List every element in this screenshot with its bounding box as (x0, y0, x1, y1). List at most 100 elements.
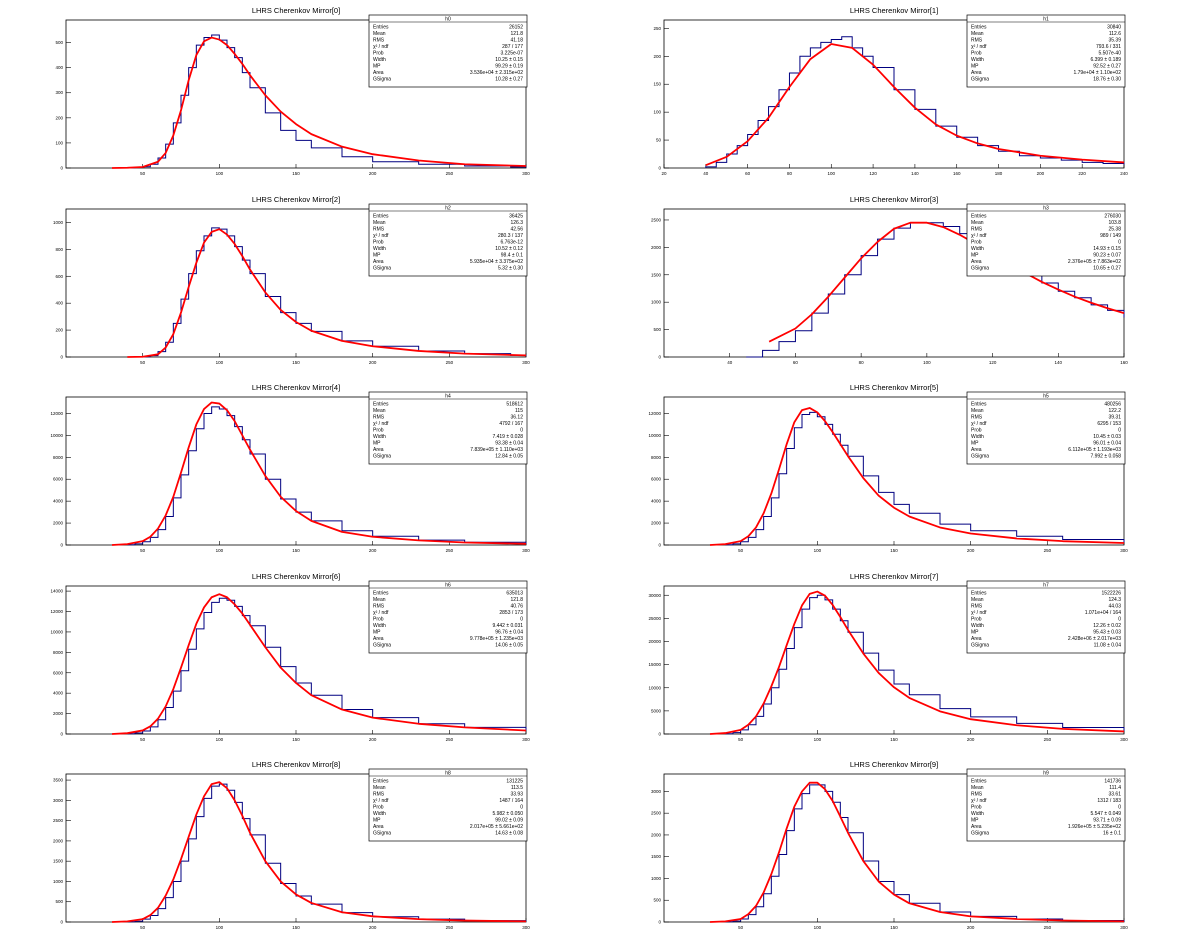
stats-label: Prob (971, 805, 982, 811)
stats-label: Width (373, 811, 386, 817)
stats-value: 793.6 / 331 (1096, 44, 1121, 50)
y-tick-label: 1000 (53, 879, 64, 884)
stats-name: h0 (445, 17, 451, 23)
panel-title: LHRS Cherenkov Mirror[9] (850, 760, 938, 769)
stats-label: Mean (971, 597, 984, 603)
stats-label: MP (373, 253, 381, 259)
panel-7: LHRS Cherenkov Mirror[7] 50 100 150 200 250 30… (648, 572, 1128, 742)
stats-label: MP (971, 441, 979, 447)
stats-value: 93.38 ± 0.04 (495, 441, 523, 447)
stats-name: h9 (1043, 771, 1049, 777)
stats-label: Entries (971, 779, 987, 785)
fit-curve (111, 593, 527, 735)
y-tick-label: 10000 (50, 433, 63, 438)
y-tick-label: 2500 (651, 217, 662, 222)
stats-value: 111.4 (1109, 785, 1121, 791)
stats-value: 131225 (506, 779, 523, 785)
x-tick-label: 120 (869, 171, 877, 176)
x-tick-label: 150 (890, 737, 898, 742)
stats-value: 10.52 ± 0.12 (495, 246, 523, 252)
fit-curve (705, 43, 1125, 167)
stats-label: Prob (373, 51, 384, 57)
stats-value: 276030 (1104, 214, 1121, 220)
stats-label: Mean (373, 785, 386, 791)
stats-label: GSigma (373, 643, 391, 649)
stats-box (966, 391, 1126, 465)
stats-label: Area (373, 824, 384, 830)
y-tick-label: 0 (658, 732, 661, 737)
stats-label: Mean (971, 408, 984, 414)
stats-label: MP (971, 64, 979, 70)
stats-value: 7.419 ± 0.028 (492, 434, 523, 440)
stats-name: h6 (445, 583, 451, 589)
y-tick-label: 0 (60, 166, 63, 171)
x-tick-label: 20 (661, 171, 667, 176)
stats-label: Width (971, 246, 984, 252)
fit-curve (111, 36, 527, 169)
stats-value: 2853 / 173 (499, 610, 523, 616)
y-tick-label: 8000 (53, 455, 64, 460)
x-tick-label: 150 (890, 548, 898, 553)
stats-label: RMS (971, 604, 983, 610)
x-tick-label: 50 (140, 737, 146, 742)
panel-title: LHRS Cherenkov Mirror[1] (850, 6, 938, 15)
y-tick-label: 2000 (53, 838, 64, 843)
stats-label: RMS (971, 227, 983, 233)
x-tick-label: 240 (1120, 171, 1128, 176)
y-tick-label: 200 (55, 115, 63, 120)
histogram-series (126, 406, 527, 546)
y-tick-label: 2500 (53, 818, 64, 823)
y-tick-label: 12000 (50, 411, 63, 416)
x-tick-label: 300 (1120, 925, 1128, 930)
panel-title: LHRS Cherenkov Mirror[3] (850, 195, 938, 204)
stats-value: 5.935e+04 ± 3.375e+02 (470, 259, 523, 265)
panel-8: LHRS Cherenkov Mirror[8] 50 100 150 200 250 30… (53, 760, 530, 930)
y-tick-label: 2000 (53, 711, 64, 716)
histogram-series (724, 784, 1125, 923)
stats-value: 25.38 (1108, 227, 1121, 233)
x-tick-label: 100 (216, 737, 224, 742)
stats-value: 96.01 ± 0.04 (1093, 441, 1121, 447)
stats-value: 280.3 / 137 (498, 233, 523, 239)
fit-curve (111, 401, 527, 546)
stats-value: 2.376e+05 ± 7.863e+02 (1068, 259, 1121, 265)
stats-box (966, 14, 1126, 88)
x-tick-label: 100 (828, 171, 836, 176)
stats-value: 30840 (1107, 25, 1121, 31)
stats-label: Mean (971, 31, 984, 37)
stats-label: Entries (373, 214, 389, 220)
x-tick-label: 300 (522, 737, 530, 742)
y-tick-label: 30000 (648, 593, 661, 598)
stats-label: RMS (373, 792, 385, 798)
x-tick-label: 150 (292, 171, 300, 176)
stats-name: h8 (445, 771, 451, 777)
y-tick-label: 0 (60, 732, 63, 737)
stats-name: h7 (1043, 583, 1049, 589)
stats-value: 5.982 ± 0.050 (492, 811, 523, 817)
stats-label: Width (373, 434, 386, 440)
y-tick-label: 0 (60, 920, 63, 925)
x-tick-label: 80 (787, 171, 793, 176)
stats-label: Width (373, 623, 386, 629)
stats-label: Entries (373, 25, 389, 31)
stats-label: RMS (971, 792, 983, 798)
stats-label: Prob (971, 240, 982, 246)
stats-value: 0 (520, 428, 523, 434)
stats-label: Entries (373, 402, 389, 408)
stats-value: 5.547 ± 0.049 (1090, 811, 1121, 817)
stats-label: MP (373, 64, 381, 70)
x-tick-label: 200 (967, 925, 975, 930)
y-tick-label: 800 (55, 247, 63, 252)
stats-value: 18.76 ± 0.30 (1093, 77, 1121, 83)
stats-label: RMS (373, 227, 385, 233)
y-tick-label: 12000 (648, 411, 661, 416)
stats-label: χ² / ndf (373, 610, 389, 616)
x-tick-label: 300 (522, 171, 530, 176)
stats-name: h4 (445, 394, 451, 400)
stats-label: Area (971, 70, 982, 76)
y-tick-label: 6000 (53, 670, 64, 675)
stats-label: Area (373, 259, 384, 265)
x-tick-label: 100 (216, 548, 224, 553)
x-tick-label: 250 (446, 925, 454, 930)
stats-value: 287 / 177 (502, 44, 523, 50)
